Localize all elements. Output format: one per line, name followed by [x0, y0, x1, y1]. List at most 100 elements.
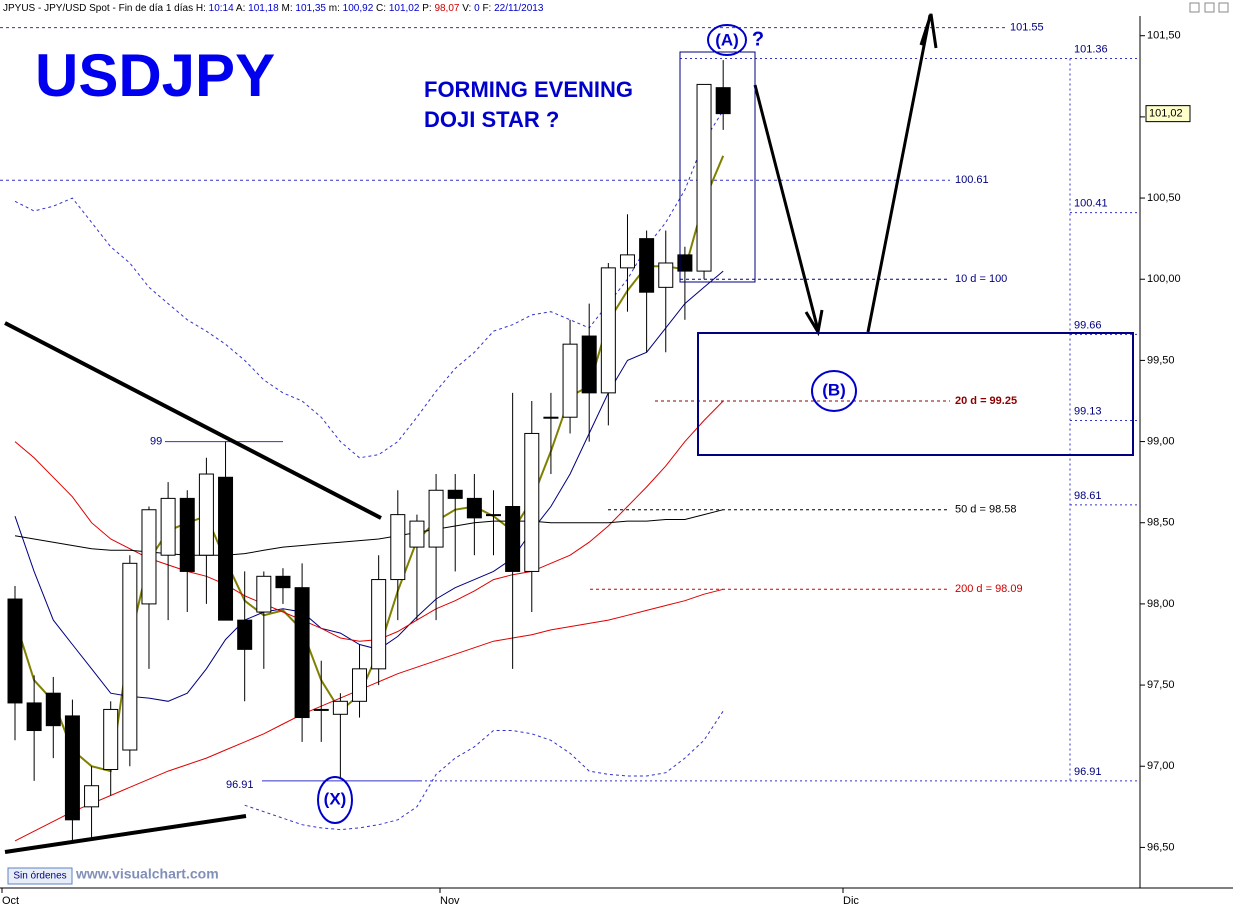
candle-body [524, 432, 540, 572]
fib-label: 98.61 [1074, 490, 1102, 502]
circle-x [317, 776, 353, 824]
minimize[interactable] [1189, 2, 1200, 13]
header: JPYUS - JPY/USD Spot - Fin de día 1 días… [3, 3, 544, 14]
candle-body [543, 416, 559, 419]
candle-body [715, 87, 731, 115]
y-tick-label: 98,50 [1147, 517, 1175, 529]
header-text: 98,07 [434, 3, 459, 14]
header-text: C: [376, 3, 386, 14]
candle-body [218, 476, 234, 621]
x-tick-label: Oct [2, 895, 19, 907]
candle-body [84, 785, 100, 808]
candle-body [428, 489, 444, 548]
last-price-label: 101,02 [1149, 108, 1183, 120]
header-text: 0 [474, 3, 480, 14]
note: DOJI STAR ? [424, 107, 559, 132]
y-tick-label: 100,00 [1147, 273, 1181, 285]
circle-b [811, 370, 857, 412]
header-text: 22/11/2013 [494, 3, 544, 14]
candle-body [486, 514, 501, 517]
indicator-line [244, 710, 724, 831]
ma-level-label: 20 d = 99.25 [955, 395, 1017, 407]
header-text: m: [329, 3, 340, 14]
candle-body [294, 587, 310, 719]
y-tick-label: 99,00 [1147, 435, 1175, 447]
header-bar [0, 0, 1233, 16]
wave-label: (B) [822, 380, 846, 399]
fib-label: 100.41 [1074, 198, 1108, 210]
header-text: M: [282, 3, 293, 14]
maximize[interactable] [1204, 2, 1215, 13]
arrow-up [866, 13, 938, 333]
chart-title: USDJPY [35, 42, 275, 109]
box-b [697, 332, 1134, 456]
candle-body [447, 489, 463, 499]
candle-body [371, 579, 387, 670]
y-tick-label: 96,50 [1147, 841, 1175, 853]
y-tick-label: 98,00 [1147, 598, 1175, 610]
candle-body [677, 254, 693, 272]
x-tick-label: Dic [843, 895, 859, 907]
level-label: 101.55 [1010, 22, 1044, 34]
header-text: 100,92 [343, 3, 374, 14]
header-text: 101,35 [295, 3, 326, 14]
candle-body [45, 692, 61, 727]
wave-label: (X) [324, 789, 347, 808]
candle-body [600, 267, 616, 394]
candle-body [64, 715, 80, 821]
y-tick-label: 97,50 [1147, 679, 1175, 691]
indicator-line [14, 509, 724, 556]
header-text: F: [482, 3, 491, 14]
header-text: H: [196, 3, 206, 14]
swing-label: 96.91 [226, 779, 254, 791]
wave-label: (A) [715, 30, 739, 49]
candle-body [313, 708, 329, 711]
candle-body [639, 238, 655, 293]
candle-body [275, 575, 291, 589]
window-buttons[interactable] [1189, 2, 1229, 13]
swing-label: 99 [150, 435, 162, 447]
candle-body [237, 619, 253, 650]
header-text: A: [236, 3, 245, 14]
candle-body [160, 497, 176, 556]
header-text: 101,02 [389, 3, 420, 14]
candle-body [198, 473, 214, 556]
fib-label: 99.13 [1074, 405, 1102, 417]
y-tick-label: 101,50 [1147, 30, 1181, 42]
candle-body [409, 520, 425, 548]
y-tick-label: 97,00 [1147, 760, 1175, 772]
candle-body [256, 575, 272, 613]
x-tick-label: Nov [440, 895, 460, 907]
candle-body [505, 506, 521, 572]
site: www.visualchart.com [75, 866, 219, 882]
candle-body [352, 668, 368, 702]
candle-body [696, 83, 712, 272]
fib-label: 99.66 [1074, 319, 1102, 331]
candle-body [466, 497, 482, 519]
ma-level-label: 200 d = 98.09 [955, 583, 1023, 595]
y-tick-label: 100,50 [1147, 192, 1181, 204]
y-tick-label: 99,50 [1147, 354, 1175, 366]
question-mark: ? [752, 28, 764, 50]
candle-body [390, 514, 406, 581]
plot: 96,50 97,00 97,50 98,00 98,50 99,00 99,50 100,0… [0, 22, 1191, 907]
candle-body [562, 343, 578, 418]
ma-level-label: 10 d = 100 [955, 273, 1007, 285]
header-text: JPYUS - JPY/USD Spot - Fin de día 1 días [3, 3, 193, 14]
note: FORMING EVENING [424, 77, 633, 102]
candle-body [332, 700, 348, 715]
circle-a [707, 24, 747, 56]
trendline [4, 814, 247, 854]
candle-body [103, 708, 119, 770]
orders-button[interactable] [7, 867, 73, 885]
close[interactable] [1218, 2, 1229, 13]
candle-body [7, 598, 23, 704]
ma-level-label: 50 d = 98.58 [955, 504, 1016, 516]
header-text: V: [462, 3, 471, 14]
candle-body [658, 262, 674, 288]
candle-body [619, 254, 635, 269]
header-text: 10:14 [209, 3, 234, 14]
orders-label[interactable]: Sin órdenes [13, 871, 66, 882]
